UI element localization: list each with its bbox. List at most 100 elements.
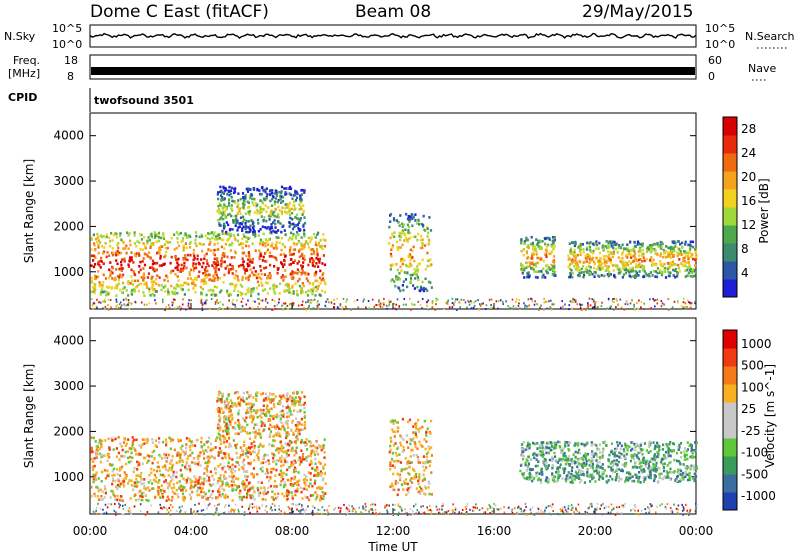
echo-cell bbox=[390, 440, 393, 443]
echo-cell bbox=[232, 480, 235, 483]
noise-cell bbox=[495, 300, 498, 303]
echo-cell bbox=[232, 191, 236, 195]
echo-cell bbox=[402, 288, 405, 292]
echo-cell bbox=[264, 244, 267, 248]
echo-cell bbox=[672, 247, 675, 250]
noise-cell bbox=[252, 300, 254, 303]
noise-cell bbox=[208, 307, 211, 310]
echo-cell bbox=[640, 471, 643, 474]
echo-cell bbox=[411, 214, 414, 217]
echo-cell bbox=[317, 231, 320, 235]
noise-cell bbox=[684, 305, 686, 308]
echo-cell bbox=[322, 494, 325, 498]
echo-cell bbox=[234, 444, 237, 447]
echo-cell bbox=[256, 209, 259, 213]
echo-cell bbox=[112, 493, 115, 496]
noise-cell bbox=[690, 303, 692, 306]
echo-cell bbox=[301, 428, 304, 431]
echo-cell bbox=[265, 412, 268, 415]
echo-cell bbox=[612, 264, 615, 267]
echo-cell bbox=[310, 288, 313, 291]
echo-cell bbox=[269, 475, 272, 479]
echo-cell bbox=[579, 253, 582, 256]
echo-cell bbox=[241, 416, 244, 420]
echo-cell bbox=[573, 251, 576, 254]
echo-cell bbox=[230, 256, 233, 259]
echo-cell bbox=[257, 494, 261, 497]
echo-cell bbox=[138, 490, 141, 494]
echo-cell bbox=[261, 207, 264, 211]
echo-cell bbox=[262, 461, 265, 465]
echo-cell bbox=[252, 273, 255, 277]
echo-cell bbox=[233, 188, 236, 191]
echo-cell bbox=[247, 244, 250, 248]
echo-cell bbox=[414, 422, 417, 426]
echo-cell bbox=[273, 425, 276, 428]
echo-cell bbox=[322, 497, 325, 501]
echo-cell bbox=[286, 444, 289, 447]
echo-cell bbox=[294, 191, 297, 194]
echo-cell bbox=[314, 479, 317, 483]
echo-cell bbox=[246, 269, 249, 272]
echo-cell bbox=[128, 479, 131, 482]
echo-cell bbox=[413, 475, 416, 478]
echo-cell bbox=[139, 233, 142, 236]
echo-cell bbox=[260, 412, 263, 415]
echo-cell bbox=[271, 197, 274, 201]
echo-cell bbox=[260, 186, 264, 190]
echo-cell bbox=[224, 452, 227, 455]
echo-cell bbox=[262, 444, 265, 448]
echo-cell bbox=[247, 226, 250, 229]
echo-cell bbox=[191, 480, 194, 483]
echo-cell bbox=[407, 487, 410, 490]
echo-cell bbox=[217, 197, 220, 201]
power-ylabel: Slant Range [km] bbox=[22, 159, 36, 263]
echo-cell bbox=[241, 480, 245, 483]
noise-cell bbox=[481, 302, 483, 305]
echo-cell bbox=[256, 473, 259, 476]
echo-cell bbox=[95, 448, 98, 451]
echo-cell bbox=[536, 256, 539, 260]
echo-cell bbox=[102, 281, 105, 284]
echo-cell bbox=[313, 274, 316, 277]
echo-cell bbox=[111, 239, 114, 242]
echo-cell bbox=[526, 448, 529, 451]
noise-cell bbox=[464, 301, 467, 304]
echo-cell bbox=[319, 462, 322, 465]
echo-cell bbox=[153, 231, 156, 234]
echo-cell bbox=[571, 271, 574, 275]
noise-cell bbox=[123, 303, 125, 306]
echo-cell bbox=[198, 476, 201, 479]
echo-cell bbox=[172, 470, 175, 474]
echo-cell bbox=[598, 241, 601, 245]
echo-cell bbox=[295, 427, 298, 430]
echo-cell bbox=[121, 291, 124, 294]
echo-cell bbox=[241, 278, 244, 282]
echo-cell bbox=[297, 433, 300, 437]
echo-cell bbox=[136, 474, 139, 477]
echo-cell bbox=[390, 254, 393, 258]
echo-cell bbox=[231, 489, 234, 492]
echo-cell bbox=[119, 288, 122, 292]
noise-cell bbox=[201, 306, 203, 309]
echo-cell bbox=[151, 292, 154, 296]
echo-cell bbox=[612, 269, 615, 272]
echo-cell bbox=[249, 394, 252, 397]
echo-cell bbox=[265, 468, 269, 471]
echo-cell bbox=[401, 417, 404, 421]
echo-cell bbox=[117, 251, 120, 255]
noise-cell bbox=[611, 300, 614, 303]
echo-cell bbox=[205, 275, 208, 279]
echo-cell bbox=[105, 285, 109, 289]
echo-cell bbox=[120, 454, 123, 458]
echo-cell bbox=[269, 484, 273, 488]
echo-cell bbox=[530, 242, 533, 246]
echo-cell bbox=[279, 253, 282, 256]
echo-cell bbox=[214, 270, 217, 274]
echo-cell bbox=[633, 241, 636, 244]
echo-cell bbox=[318, 472, 321, 476]
noise-cell bbox=[652, 298, 654, 300]
echo-cell bbox=[266, 490, 269, 494]
echo-cell bbox=[216, 234, 219, 238]
noise-cell bbox=[339, 304, 342, 307]
